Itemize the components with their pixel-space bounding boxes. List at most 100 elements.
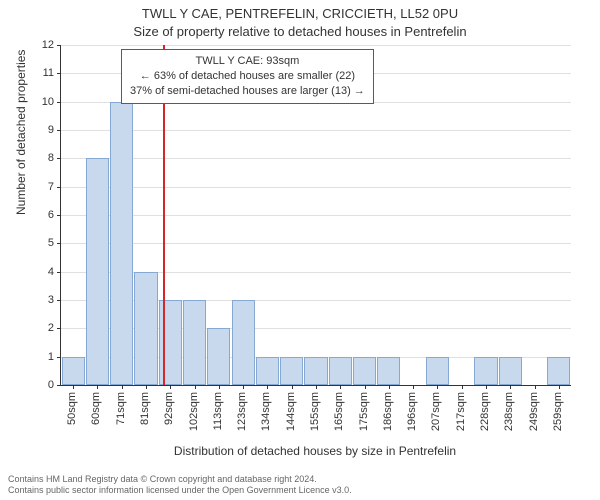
y-tick-label: 8 bbox=[34, 152, 54, 164]
footer: Contains HM Land Registry data © Crown c… bbox=[8, 474, 352, 497]
histogram-bar bbox=[426, 357, 449, 385]
y-tick-mark bbox=[57, 102, 61, 103]
x-tick-mark bbox=[97, 385, 98, 389]
x-tick-mark bbox=[146, 385, 147, 389]
histogram-bar bbox=[353, 357, 376, 385]
chart-title-main: TWLL Y CAE, PENTREFELIN, CRICCIETH, LL52… bbox=[0, 6, 600, 21]
x-tick-mark bbox=[340, 385, 341, 389]
x-tick-mark bbox=[243, 385, 244, 389]
x-tick-mark bbox=[389, 385, 390, 389]
x-tick-mark bbox=[267, 385, 268, 389]
y-tick-mark bbox=[57, 272, 61, 273]
y-tick-label: 1 bbox=[34, 351, 54, 363]
histogram-bar bbox=[159, 300, 182, 385]
grid-line bbox=[61, 158, 571, 159]
x-tick-mark bbox=[73, 385, 74, 389]
histogram-bar bbox=[377, 357, 400, 385]
x-tick-mark bbox=[462, 385, 463, 389]
histogram-bar bbox=[329, 357, 352, 385]
y-tick-mark bbox=[57, 158, 61, 159]
y-tick-label: 0 bbox=[34, 379, 54, 391]
chart-title-sub: Size of property relative to detached ho… bbox=[0, 24, 600, 39]
plot-area: TWLL Y CAE: 93sqm← 63% of detached house… bbox=[60, 45, 571, 386]
x-tick-mark bbox=[170, 385, 171, 389]
x-tick-label: 186sqm bbox=[382, 392, 394, 431]
y-tick-label: 9 bbox=[34, 124, 54, 136]
x-tick-label: 113sqm bbox=[212, 392, 224, 430]
x-tick-mark bbox=[559, 385, 560, 389]
y-tick-mark bbox=[57, 45, 61, 46]
grid-line bbox=[61, 243, 571, 244]
annotation-line-3: 37% of semi-detached houses are larger (… bbox=[130, 84, 365, 99]
x-tick-mark bbox=[437, 385, 438, 389]
y-tick-mark bbox=[57, 300, 61, 301]
histogram-bar bbox=[183, 300, 206, 385]
x-tick-label: 102sqm bbox=[188, 392, 200, 431]
y-tick-mark bbox=[57, 73, 61, 74]
x-tick-label: 92sqm bbox=[163, 392, 175, 425]
histogram-bar bbox=[474, 357, 497, 385]
histogram-bar bbox=[256, 357, 279, 385]
x-tick-label: 175sqm bbox=[358, 392, 370, 431]
y-tick-mark bbox=[57, 328, 61, 329]
y-tick-mark bbox=[57, 130, 61, 131]
x-tick-mark bbox=[122, 385, 123, 389]
x-axis-label: Distribution of detached houses by size … bbox=[60, 444, 570, 458]
histogram-bar bbox=[207, 328, 230, 385]
histogram-bar bbox=[232, 300, 255, 385]
histogram-bar bbox=[134, 272, 157, 385]
histogram-bar bbox=[499, 357, 522, 385]
x-tick-label: 155sqm bbox=[309, 392, 321, 431]
y-tick-label: 7 bbox=[34, 181, 54, 193]
y-tick-mark bbox=[57, 385, 61, 386]
chart-container: TWLL Y CAE, PENTREFELIN, CRICCIETH, LL52… bbox=[0, 0, 600, 500]
y-tick-label: 4 bbox=[34, 266, 54, 278]
x-tick-mark bbox=[365, 385, 366, 389]
y-tick-label: 10 bbox=[34, 96, 54, 108]
footer-line-2: Contains public sector information licen… bbox=[8, 485, 352, 496]
x-tick-mark bbox=[195, 385, 196, 389]
histogram-bar bbox=[547, 357, 570, 385]
y-tick-mark bbox=[57, 215, 61, 216]
x-tick-label: 71sqm bbox=[115, 392, 127, 425]
x-tick-label: 165sqm bbox=[333, 392, 345, 431]
x-tick-label: 259sqm bbox=[552, 392, 564, 431]
annotation-line-2: ← 63% of detached houses are smaller (22… bbox=[130, 69, 365, 84]
x-tick-mark bbox=[510, 385, 511, 389]
y-tick-mark bbox=[57, 243, 61, 244]
x-tick-mark bbox=[316, 385, 317, 389]
annotation-box: TWLL Y CAE: 93sqm← 63% of detached house… bbox=[121, 49, 374, 104]
x-tick-label: 50sqm bbox=[66, 392, 78, 425]
x-tick-mark bbox=[292, 385, 293, 389]
x-tick-label: 196sqm bbox=[406, 392, 418, 431]
x-tick-mark bbox=[486, 385, 487, 389]
x-tick-mark bbox=[535, 385, 536, 389]
grid-line bbox=[61, 45, 571, 46]
x-tick-label: 60sqm bbox=[90, 392, 102, 425]
y-tick-label: 6 bbox=[34, 209, 54, 221]
histogram-bar bbox=[86, 158, 109, 385]
y-tick-label: 11 bbox=[34, 67, 54, 79]
histogram-bar bbox=[62, 357, 85, 385]
grid-line bbox=[61, 215, 571, 216]
x-tick-label: 134sqm bbox=[260, 392, 272, 431]
x-tick-label: 123sqm bbox=[236, 392, 248, 431]
y-tick-label: 5 bbox=[34, 237, 54, 249]
x-tick-label: 144sqm bbox=[285, 392, 297, 431]
x-tick-label: 207sqm bbox=[430, 392, 442, 431]
x-tick-label: 238sqm bbox=[503, 392, 515, 431]
y-tick-mark bbox=[57, 187, 61, 188]
x-tick-label: 249sqm bbox=[528, 392, 540, 431]
x-tick-mark bbox=[219, 385, 220, 389]
x-tick-mark bbox=[413, 385, 414, 389]
histogram-bar bbox=[280, 357, 303, 385]
histogram-bar bbox=[304, 357, 327, 385]
histogram-bar bbox=[110, 102, 133, 385]
footer-line-1: Contains HM Land Registry data © Crown c… bbox=[8, 474, 352, 485]
y-tick-label: 2 bbox=[34, 322, 54, 334]
x-tick-label: 81sqm bbox=[139, 392, 151, 425]
x-tick-label: 228sqm bbox=[479, 392, 491, 431]
annotation-line-1: TWLL Y CAE: 93sqm bbox=[130, 54, 365, 69]
y-tick-mark bbox=[57, 357, 61, 358]
y-tick-label: 3 bbox=[34, 294, 54, 306]
